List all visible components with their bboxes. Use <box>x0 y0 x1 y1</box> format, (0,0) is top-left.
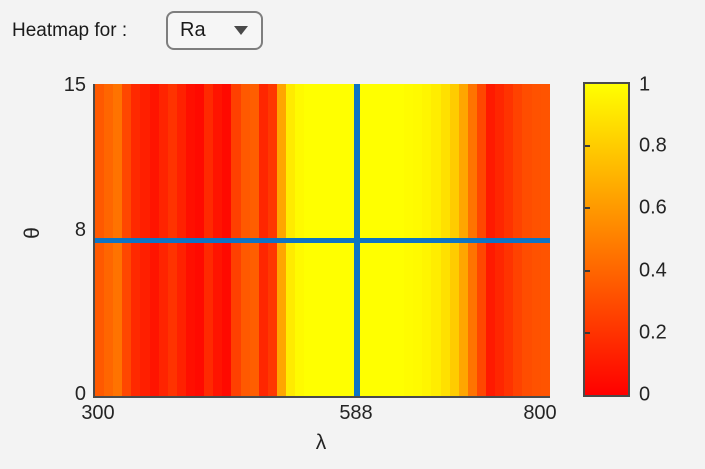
heatmap-for-label: Heatmap for : <box>12 20 128 41</box>
colorbar-tickmark <box>585 331 590 334</box>
ytick-label-8: 8 <box>74 219 86 242</box>
colorbar-tickmark <box>585 207 590 210</box>
colorbar-tick-0.2: 0.2 <box>639 321 667 344</box>
plot-area <box>93 84 550 398</box>
chevron-down-icon <box>234 26 248 35</box>
colorbar-tickmark <box>585 145 590 148</box>
colorbar-tickmark <box>585 269 590 272</box>
xtick-label-800: 800 <box>523 402 557 424</box>
colorbar-tick-0.4: 0.4 <box>639 259 667 282</box>
colorbar-tick-0: 0 <box>639 383 651 406</box>
xtick-label-588: 588 <box>339 402 373 424</box>
colorbar-tick-0.8: 0.8 <box>639 134 667 157</box>
colorbar-tick-1: 1 <box>639 73 651 96</box>
x-axis-label-lambda: λ <box>315 431 327 454</box>
crosshair-horizontal-line[interactable] <box>95 237 550 243</box>
ytick-label-0: 0 <box>74 383 86 406</box>
dropdown-selected-value: Ra <box>180 19 206 41</box>
heatmap-type-dropdown[interactable]: Ra <box>166 11 263 50</box>
colorbar <box>583 82 630 397</box>
colorbar-tick-0.6: 0.6 <box>639 196 667 219</box>
y-axis-label-theta: θ <box>20 227 44 239</box>
ytick-label-15: 15 <box>63 74 86 97</box>
xtick-label-300: 300 <box>81 402 115 424</box>
